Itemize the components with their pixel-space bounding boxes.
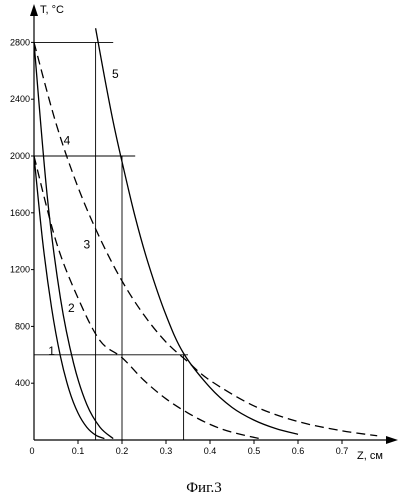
x-tick-label: 0.4 [204, 446, 217, 456]
figure-caption: Фиг.3 [186, 480, 222, 496]
x-tick-label: 0.1 [72, 446, 85, 456]
x-tick-label: 0.2 [116, 446, 129, 456]
reference-lines [34, 42, 188, 440]
x-tick-label: 0 [29, 446, 34, 456]
series-line-2 [34, 42, 113, 438]
y-axis-arrow [30, 4, 38, 16]
x-tick-label: 0.5 [248, 446, 261, 456]
series-label-2: 2 [68, 301, 75, 315]
series-line-3 [34, 156, 263, 439]
y-tick-label: 2800 [10, 37, 30, 47]
y-tick-label: 2400 [10, 94, 30, 104]
y-tick-label: 2000 [10, 151, 30, 161]
series-labels: 1 2 3 4 5 [48, 67, 119, 358]
y-tick-label: 1600 [10, 208, 30, 218]
x-axis-arrow [386, 436, 398, 444]
y-tick-label: 400 [15, 378, 30, 388]
y-tick-label: 800 [15, 321, 30, 331]
x-axis-title: Z, см [357, 450, 383, 462]
axes: T, °C Z, см [30, 4, 398, 462]
series-label-3: 3 [83, 237, 90, 251]
series-label-5: 5 [112, 67, 119, 81]
y-tick-label: 1200 [10, 265, 30, 275]
series-label-1: 1 [48, 344, 55, 358]
ticks: 0 0.1 0.2 0.3 0.4 0.5 0.6 0.7 400 800 1200 1600 2000… [10, 37, 348, 456]
series [34, 28, 377, 439]
x-tick-label: 0.3 [160, 446, 173, 456]
x-tick-label: 0.6 [292, 446, 305, 456]
y-axis-title: T, °C [40, 4, 64, 16]
x-tick-label: 0.7 [336, 446, 349, 456]
series-label-4: 4 [64, 134, 71, 148]
series-line-5 [96, 28, 298, 434]
